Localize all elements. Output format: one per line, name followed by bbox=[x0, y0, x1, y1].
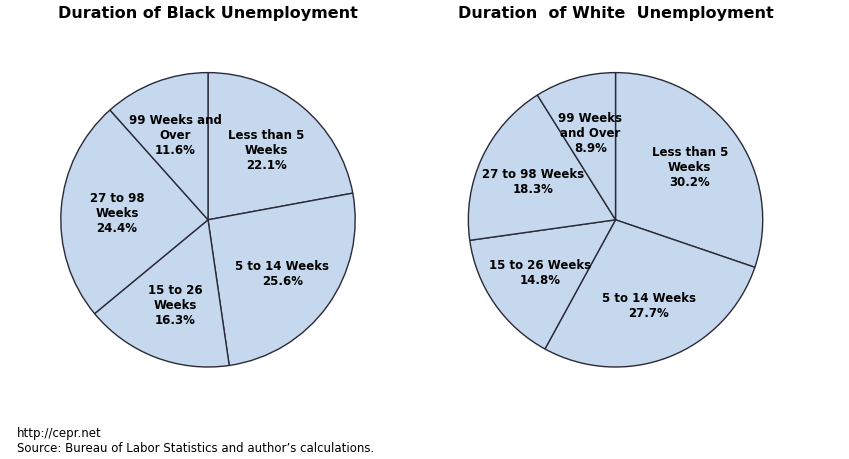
Text: 99 Weeks
and Over
8.9%: 99 Weeks and Over 8.9% bbox=[559, 112, 622, 154]
Text: Less than 5
Weeks
22.1%: Less than 5 Weeks 22.1% bbox=[228, 129, 305, 172]
Text: 5 to 14 Weeks
27.7%: 5 to 14 Weeks 27.7% bbox=[602, 291, 695, 319]
Text: 99 Weeks and
Over
11.6%: 99 Weeks and Over 11.6% bbox=[129, 114, 222, 157]
Wedge shape bbox=[616, 73, 762, 268]
Wedge shape bbox=[545, 220, 755, 367]
Title: Duration of Black Unemployment: Duration of Black Unemployment bbox=[58, 6, 358, 21]
Title: Duration  of White  Unemployment: Duration of White Unemployment bbox=[458, 6, 773, 21]
Wedge shape bbox=[469, 96, 616, 241]
Text: 15 to 26
Weeks
16.3%: 15 to 26 Weeks 16.3% bbox=[148, 284, 203, 327]
Text: 27 to 98 Weeks
18.3%: 27 to 98 Weeks 18.3% bbox=[481, 168, 584, 196]
Text: Less than 5
Weeks
30.2%: Less than 5 Weeks 30.2% bbox=[651, 146, 728, 189]
Text: 15 to 26 Weeks
14.8%: 15 to 26 Weeks 14.8% bbox=[489, 258, 592, 286]
Text: 5 to 14 Weeks
25.6%: 5 to 14 Weeks 25.6% bbox=[235, 259, 329, 287]
Wedge shape bbox=[469, 220, 616, 349]
Wedge shape bbox=[110, 73, 208, 220]
Wedge shape bbox=[537, 73, 616, 220]
Text: 27 to 98
Weeks
24.4%: 27 to 98 Weeks 24.4% bbox=[90, 192, 144, 235]
Wedge shape bbox=[208, 194, 355, 366]
Wedge shape bbox=[208, 73, 353, 220]
Wedge shape bbox=[94, 220, 229, 367]
Text: http://cepr.net
Source: Bureau of Labor Statistics and author’s calculations.: http://cepr.net Source: Bureau of Labor … bbox=[17, 426, 374, 454]
Wedge shape bbox=[61, 111, 208, 314]
